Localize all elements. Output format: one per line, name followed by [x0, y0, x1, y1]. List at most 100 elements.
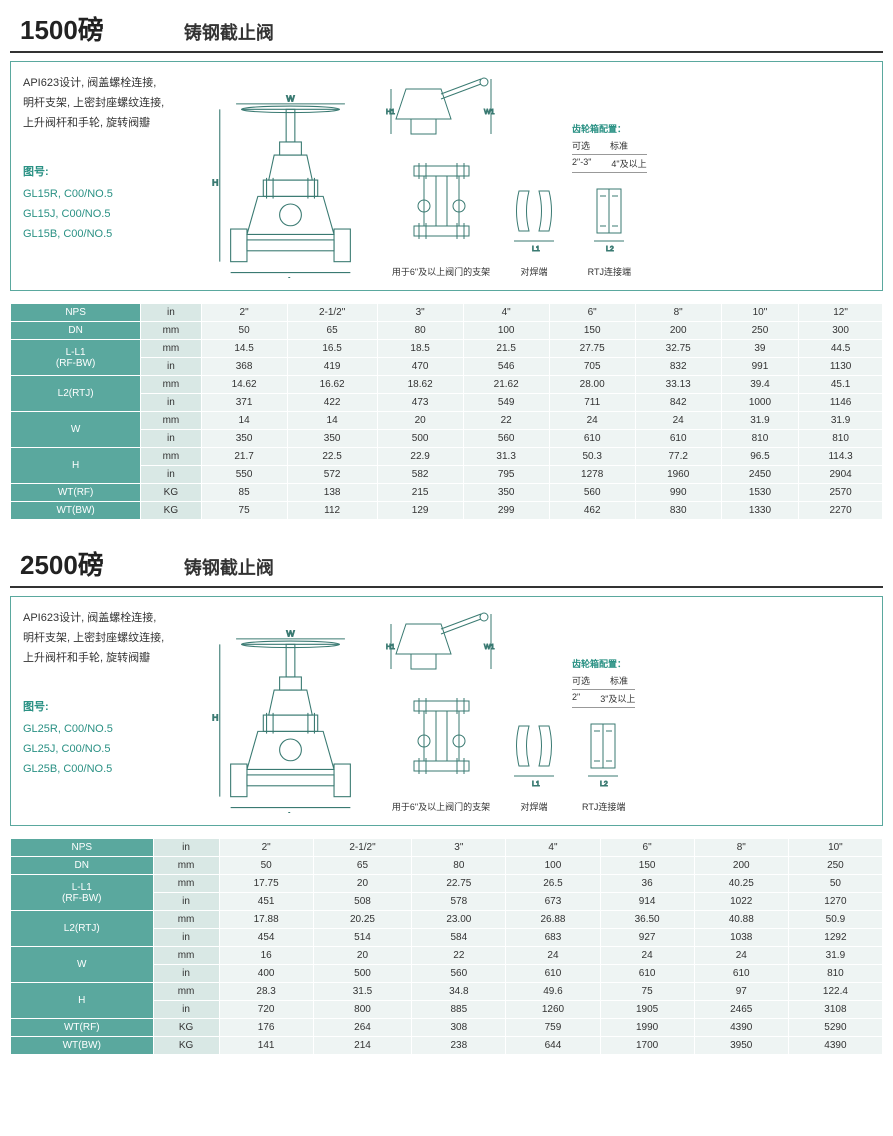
data-cell: 214: [313, 1037, 412, 1055]
data-cell: 683: [506, 929, 600, 947]
data-cell: 24: [506, 947, 600, 965]
data-cell: 21.62: [463, 376, 549, 394]
diagram-column: W L H H1 W1 用于6"及以上阀门的支架 L1: [203, 74, 870, 278]
section-title-row: 1500磅铸钢截止阀: [10, 10, 883, 53]
data-cell: 3950: [694, 1037, 788, 1055]
data-cell: 500: [377, 430, 463, 448]
row-header: WT(RF): [11, 484, 141, 502]
description-column: API623设计, 阀盖螺栓连接, 明杆支架, 上密封座螺纹连接, 上升阀杆和手…: [23, 74, 193, 278]
data-cell: 800: [313, 1001, 412, 1019]
data-cell: 350: [201, 430, 287, 448]
description-column: API623设计, 阀盖螺栓连接, 明杆支架, 上密封座螺纹连接, 上升阀杆和手…: [23, 609, 193, 813]
diagram-caption: 用于6"及以上阀门的支架: [392, 265, 490, 278]
data-cell: 150: [549, 322, 635, 340]
data-cell: 20: [313, 947, 412, 965]
data-cell: 50: [219, 857, 313, 875]
data-cell: 31.9: [788, 947, 882, 965]
data-cell: 560: [549, 484, 635, 502]
data-cell: 350: [287, 430, 377, 448]
data-cell: 22.75: [412, 875, 506, 893]
data-cell: 1260: [506, 1001, 600, 1019]
unit-cell: KG: [153, 1037, 219, 1055]
data-cell: 85: [201, 484, 287, 502]
unit-cell: in: [153, 839, 219, 857]
figure-codes: GL15R, C00/NO.5GL15J, C00/NO.5GL15B, C00…: [23, 185, 193, 244]
data-cell: 584: [412, 929, 506, 947]
data-cell: 77.2: [635, 448, 721, 466]
valve-section: 2500磅铸钢截止阀API623设计, 阀盖螺栓连接, 明杆支架, 上密封座螺纹…: [10, 545, 883, 1055]
data-cell: 2": [201, 304, 287, 322]
data-cell: 129: [377, 502, 463, 520]
data-cell: 1990: [600, 1019, 694, 1037]
data-cell: 150: [600, 857, 694, 875]
unit-cell: mm: [153, 875, 219, 893]
data-cell: 21.7: [201, 448, 287, 466]
data-cell: 65: [313, 857, 412, 875]
data-cell: 24: [600, 947, 694, 965]
svg-text:L: L: [288, 810, 293, 813]
data-cell: 21.5: [463, 340, 549, 358]
data-cell: 842: [635, 394, 721, 412]
diagram-caption: 对焊端: [520, 800, 547, 813]
unit-cell: mm: [153, 983, 219, 1001]
data-cell: 3108: [788, 1001, 882, 1019]
data-cell: 18.62: [377, 376, 463, 394]
data-cell: 610: [549, 430, 635, 448]
svg-text:L1: L1: [532, 781, 540, 788]
row-header: H: [11, 983, 154, 1019]
data-cell: 3": [377, 304, 463, 322]
data-cell: 112: [287, 502, 377, 520]
data-cell: 572: [287, 466, 377, 484]
data-cell: 1292: [788, 929, 882, 947]
data-cell: 470: [377, 358, 463, 376]
data-cell: 22: [412, 947, 506, 965]
data-cell: 1000: [721, 394, 798, 412]
unit-cell: mm: [141, 340, 201, 358]
row-header: H: [11, 448, 141, 484]
data-cell: 1270: [788, 893, 882, 911]
diagram-box: API623设计, 阀盖螺栓连接, 明杆支架, 上密封座螺纹连接, 上升阀杆和手…: [10, 596, 883, 826]
data-cell: 2570: [799, 484, 883, 502]
data-cell: 80: [377, 322, 463, 340]
data-cell: 100: [463, 322, 549, 340]
data-cell: 31.9: [721, 412, 798, 430]
data-cell: 578: [412, 893, 506, 911]
svg-text:H1: H1: [386, 644, 395, 651]
diagram-caption: 对焊端: [520, 265, 547, 278]
data-cell: 610: [635, 430, 721, 448]
diagram-box: API623设计, 阀盖螺栓连接, 明杆支架, 上密封座螺纹连接, 上升阀杆和手…: [10, 61, 883, 291]
description-text: API623设计, 阀盖螺栓连接, 明杆支架, 上密封座螺纹连接, 上升阀杆和手…: [23, 609, 193, 668]
data-cell: 24: [549, 412, 635, 430]
row-header: L2(RTJ): [11, 376, 141, 412]
data-cell: 97: [694, 983, 788, 1001]
data-cell: 810: [788, 965, 882, 983]
title-sub: 铸钢截止阀: [184, 19, 274, 45]
svg-text:L2: L2: [606, 246, 614, 253]
data-cell: 20.25: [313, 911, 412, 929]
data-cell: 10": [721, 304, 798, 322]
data-cell: 250: [788, 857, 882, 875]
gearbox-config: 齿轮箱配置：可选标准2"3"及以上: [572, 657, 635, 708]
weld-end-diagram: L1: [504, 181, 564, 261]
data-cell: 832: [635, 358, 721, 376]
data-cell: 610: [600, 965, 694, 983]
data-cell: 550: [201, 466, 287, 484]
data-cell: 32.75: [635, 340, 721, 358]
data-cell: 36: [600, 875, 694, 893]
data-cell: 1530: [721, 484, 798, 502]
data-cell: 14.5: [201, 340, 287, 358]
data-cell: 22.5: [287, 448, 377, 466]
row-header: W: [11, 412, 141, 448]
unit-cell: KG: [141, 484, 201, 502]
data-cell: 720: [219, 1001, 313, 1019]
svg-text:W1: W1: [484, 109, 495, 116]
data-cell: 582: [377, 466, 463, 484]
data-cell: 39: [721, 340, 798, 358]
data-cell: 100: [506, 857, 600, 875]
svg-text:H: H: [212, 713, 218, 723]
data-cell: 500: [313, 965, 412, 983]
data-cell: 65: [287, 322, 377, 340]
data-cell: 419: [287, 358, 377, 376]
row-header: DN: [11, 857, 154, 875]
svg-text:L: L: [288, 275, 293, 278]
